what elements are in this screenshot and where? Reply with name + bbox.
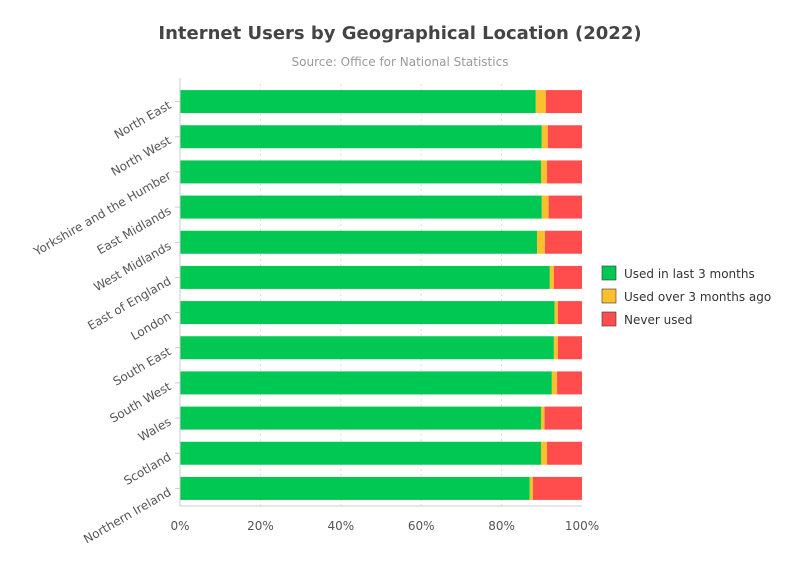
x-tick-label: 40% (327, 519, 354, 533)
bar-segment (558, 301, 582, 324)
y-category-label: Northern Ireland (81, 485, 173, 546)
bar-segment (547, 442, 582, 465)
legend-swatch (602, 266, 616, 280)
bar-segment (554, 266, 582, 289)
legend-label: Used over 3 months ago (624, 290, 771, 304)
bar-segment (541, 407, 545, 430)
x-tick-label: 80% (488, 519, 515, 533)
bar-segment (530, 477, 533, 500)
bar-segment (545, 231, 582, 254)
x-tick-label: 0% (170, 519, 189, 533)
bar-segment (533, 477, 582, 500)
bar-segment (180, 336, 554, 359)
legend: Used in last 3 months Used over 3 months … (602, 266, 771, 327)
bar-segment (545, 407, 582, 430)
bar-segment (180, 442, 541, 465)
bar-segment (552, 371, 557, 394)
legend-label: Used in last 3 months (624, 267, 755, 281)
bars (180, 90, 582, 500)
bar-segment (546, 90, 582, 113)
y-category-label: Wales (136, 415, 174, 445)
bar-segment (554, 336, 558, 359)
bar-segment (180, 125, 542, 148)
y-category-label: Scotland (121, 450, 173, 488)
bar-segment (541, 160, 547, 183)
x-tick-label: 60% (408, 519, 435, 533)
bar-segment (550, 266, 554, 289)
x-tick-label: 100% (565, 519, 599, 533)
bar-segment (542, 125, 548, 148)
bar-segment (180, 231, 537, 254)
legend-swatch (602, 289, 616, 303)
x-tick-label: 20% (247, 519, 274, 533)
bar-segment (536, 90, 546, 113)
bar-segment (537, 231, 545, 254)
bar-segment (180, 90, 536, 113)
bar-segment (542, 196, 549, 219)
bar-segment (557, 371, 582, 394)
legend-swatch (602, 312, 616, 326)
bar-segment (180, 266, 550, 289)
bar-segment (180, 196, 542, 219)
bar-segment (541, 442, 547, 465)
bar-segment (548, 125, 582, 148)
legend-label: Never used (624, 313, 692, 327)
bar-segment (558, 336, 582, 359)
y-category-label: London (128, 309, 173, 343)
chart-title: Internet Users by Geographical Location … (158, 23, 641, 44)
bar-segment (180, 160, 541, 183)
bar-segment (555, 301, 558, 324)
bar-segment (180, 301, 555, 324)
chart-subtitle: Source: Office for National Statistics (292, 55, 509, 69)
bar-segment (180, 477, 530, 500)
bar-segment (549, 196, 582, 219)
bar-segment (547, 160, 582, 183)
bar-segment (180, 371, 552, 394)
bar-segment (180, 407, 541, 430)
